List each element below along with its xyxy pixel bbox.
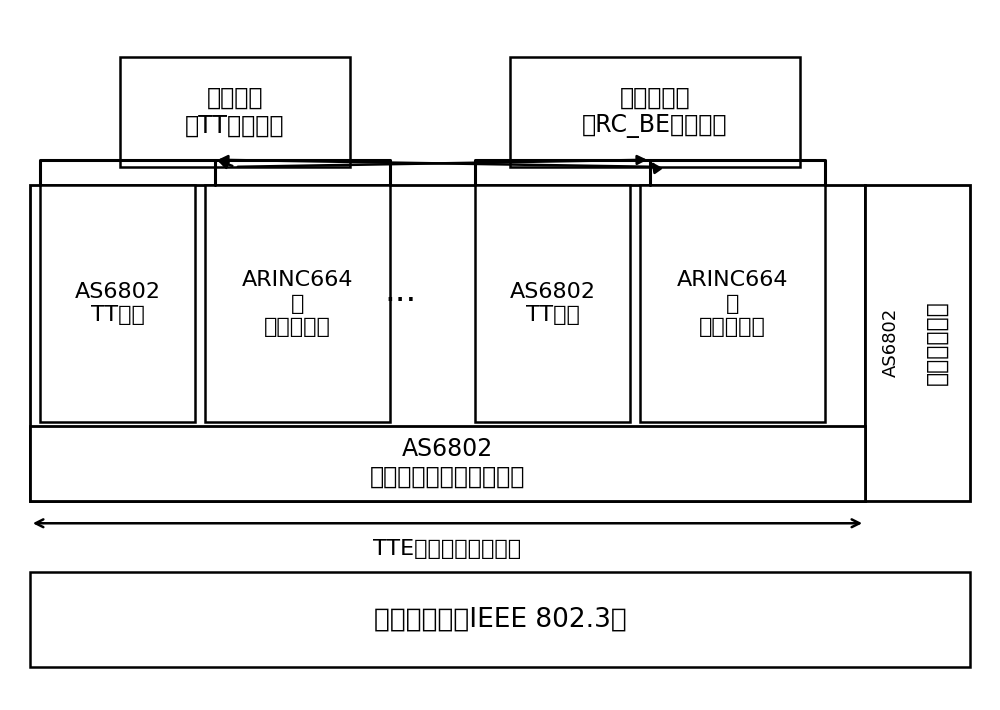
Bar xyxy=(120,57,350,167)
Bar xyxy=(640,185,825,422)
Text: ARINC664
或
尽力传流量: ARINC664 或 尽力传流量 xyxy=(242,271,353,337)
Bar xyxy=(30,185,865,501)
Text: AS6802
混合通信时间片分区管理: AS6802 混合通信时间片分区管理 xyxy=(370,437,525,489)
Text: 标准以太网（IEEE 802.3）: 标准以太网（IEEE 802.3） xyxy=(374,606,626,633)
Bar xyxy=(475,185,630,422)
Bar xyxy=(30,572,970,667)
Text: 非同步通信
（RC_BE时间片）: 非同步通信 （RC_BE时间片） xyxy=(582,85,728,138)
Text: 同步通信
（TT时间片）: 同步通信 （TT时间片） xyxy=(185,86,285,138)
Text: AS6802
TT流量: AS6802 TT流量 xyxy=(74,282,160,325)
Text: AS6802
TT流量: AS6802 TT流量 xyxy=(510,282,596,325)
Bar xyxy=(205,185,390,422)
Text: AS6802: AS6802 xyxy=(882,308,900,377)
Text: ···: ··· xyxy=(384,285,416,318)
Bar xyxy=(865,185,970,501)
Bar xyxy=(510,57,800,167)
Text: ARINC664
或
尽力传流量: ARINC664 或 尽力传流量 xyxy=(677,271,788,337)
Bar xyxy=(30,426,865,501)
Text: 时钟同步流量: 时钟同步流量 xyxy=(924,300,948,385)
Text: TTE网络调度集簇周期: TTE网络调度集簇周期 xyxy=(373,539,522,559)
Bar xyxy=(40,185,195,422)
